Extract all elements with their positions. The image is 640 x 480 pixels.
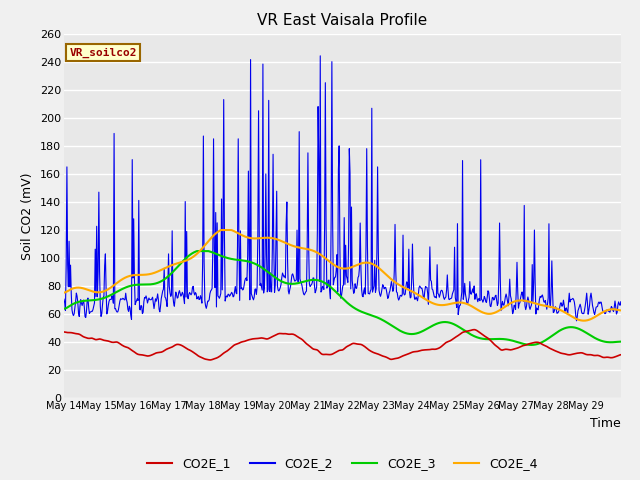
Y-axis label: Soil CO2 (mV): Soil CO2 (mV) bbox=[21, 172, 35, 260]
Legend: CO2E_1, CO2E_2, CO2E_3, CO2E_4: CO2E_1, CO2E_2, CO2E_3, CO2E_4 bbox=[142, 452, 543, 475]
X-axis label: Time: Time bbox=[590, 417, 621, 430]
Title: VR East Vaisala Profile: VR East Vaisala Profile bbox=[257, 13, 428, 28]
Text: VR_soilco2: VR_soilco2 bbox=[70, 48, 137, 58]
